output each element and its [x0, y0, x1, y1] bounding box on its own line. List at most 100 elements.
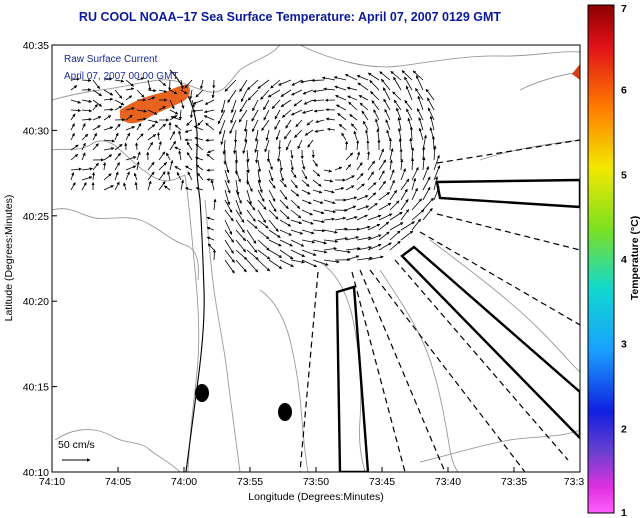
current-vector	[166, 152, 171, 161]
current-vector	[114, 99, 125, 106]
current-vector	[263, 109, 270, 121]
current-vector	[114, 89, 123, 99]
current-vector	[325, 117, 336, 121]
current-vector	[217, 109, 226, 125]
radar-beams	[299, 139, 580, 472]
current-vector	[290, 249, 306, 257]
current-vector	[345, 205, 357, 211]
current-vector	[254, 139, 259, 153]
current-vector	[246, 179, 253, 192]
current-vector	[247, 89, 259, 101]
current-vector	[147, 161, 155, 171]
current-vector	[70, 167, 82, 171]
current-vector	[254, 129, 259, 142]
current-vector	[393, 99, 402, 111]
current-vector	[224, 219, 233, 235]
current-vector	[279, 159, 283, 172]
current-vector	[125, 95, 133, 101]
current-vector	[268, 199, 277, 213]
colorbar-tick-label: 4	[621, 254, 627, 266]
current-vector	[233, 139, 237, 155]
scale-label: 50 cm/s	[58, 439, 95, 451]
current-vector	[266, 149, 270, 163]
current-vector	[411, 177, 417, 191]
y-axis-label: Latitude (Degrees:Minutes)	[3, 195, 15, 322]
current-vector	[345, 227, 361, 231]
current-vector	[169, 130, 176, 141]
current-vector	[264, 139, 270, 153]
current-vector	[195, 143, 204, 151]
current-vector	[367, 171, 375, 181]
current-vector	[406, 108, 413, 121]
current-vector	[378, 221, 390, 231]
current-vector	[359, 102, 369, 111]
current-vector	[321, 76, 336, 81]
current-vector	[411, 218, 422, 231]
current-vector	[224, 179, 231, 194]
current-vector	[261, 119, 270, 131]
current-vector	[280, 89, 292, 97]
current-vector	[279, 169, 284, 182]
current-vector	[344, 140, 349, 151]
current-vector	[378, 202, 392, 211]
colorbar-ticks: 7 6 5 4 3 2 1	[621, 3, 627, 518]
current-vector	[301, 169, 308, 180]
current-vector	[378, 148, 384, 161]
current-vector	[312, 219, 325, 224]
current-vector	[195, 89, 204, 98]
current-vector	[315, 119, 325, 124]
current-vector	[301, 249, 317, 256]
current-vector	[246, 259, 259, 273]
current-vector	[411, 198, 423, 211]
current-vector	[358, 95, 369, 101]
current-vector	[356, 75, 369, 81]
current-vector	[103, 185, 114, 191]
current-vector	[378, 242, 392, 251]
current-vector	[257, 159, 262, 173]
current-vector	[389, 240, 401, 251]
current-vector	[231, 99, 237, 114]
current-vector	[186, 119, 193, 126]
current-vector	[291, 89, 303, 96]
current-vector	[323, 209, 337, 214]
current-vector	[224, 79, 237, 92]
current-vector	[92, 143, 99, 151]
current-vector	[367, 160, 376, 171]
current-vector	[103, 154, 113, 161]
current-vector	[279, 199, 289, 210]
current-vector	[346, 86, 358, 91]
current-vector	[323, 179, 334, 183]
current-vector	[235, 219, 245, 233]
current-vector	[409, 126, 413, 141]
current-vector	[114, 79, 125, 83]
current-vector	[290, 259, 305, 264]
current-vector	[367, 234, 382, 241]
marker-dot	[195, 384, 209, 402]
current-vector	[206, 216, 215, 221]
current-vector	[197, 172, 204, 181]
current-vector	[382, 87, 391, 101]
current-vector	[125, 165, 137, 171]
current-vector	[235, 179, 240, 196]
current-vector	[281, 109, 292, 118]
current-vector	[312, 249, 328, 254]
current-vector	[205, 122, 215, 131]
current-vector	[224, 229, 235, 243]
current-vector	[356, 205, 370, 211]
current-vector	[169, 89, 178, 95]
current-vector	[268, 249, 283, 258]
current-vector	[257, 199, 267, 210]
current-vector	[186, 141, 193, 151]
current-vector	[235, 189, 242, 204]
current-vector	[311, 78, 325, 83]
current-vector	[227, 89, 237, 103]
current-vector	[102, 162, 107, 171]
colorbar-tick-label: 1	[621, 507, 627, 518]
x-tick-label: 73:45	[369, 476, 395, 488]
x-axis-label: Longitude (Degrees:Minutes)	[248, 491, 383, 503]
current-vector	[400, 209, 409, 221]
current-vector	[290, 189, 300, 197]
current-vector	[176, 171, 182, 181]
current-vector	[244, 129, 248, 143]
y-tick-label: 40:10	[23, 467, 49, 479]
